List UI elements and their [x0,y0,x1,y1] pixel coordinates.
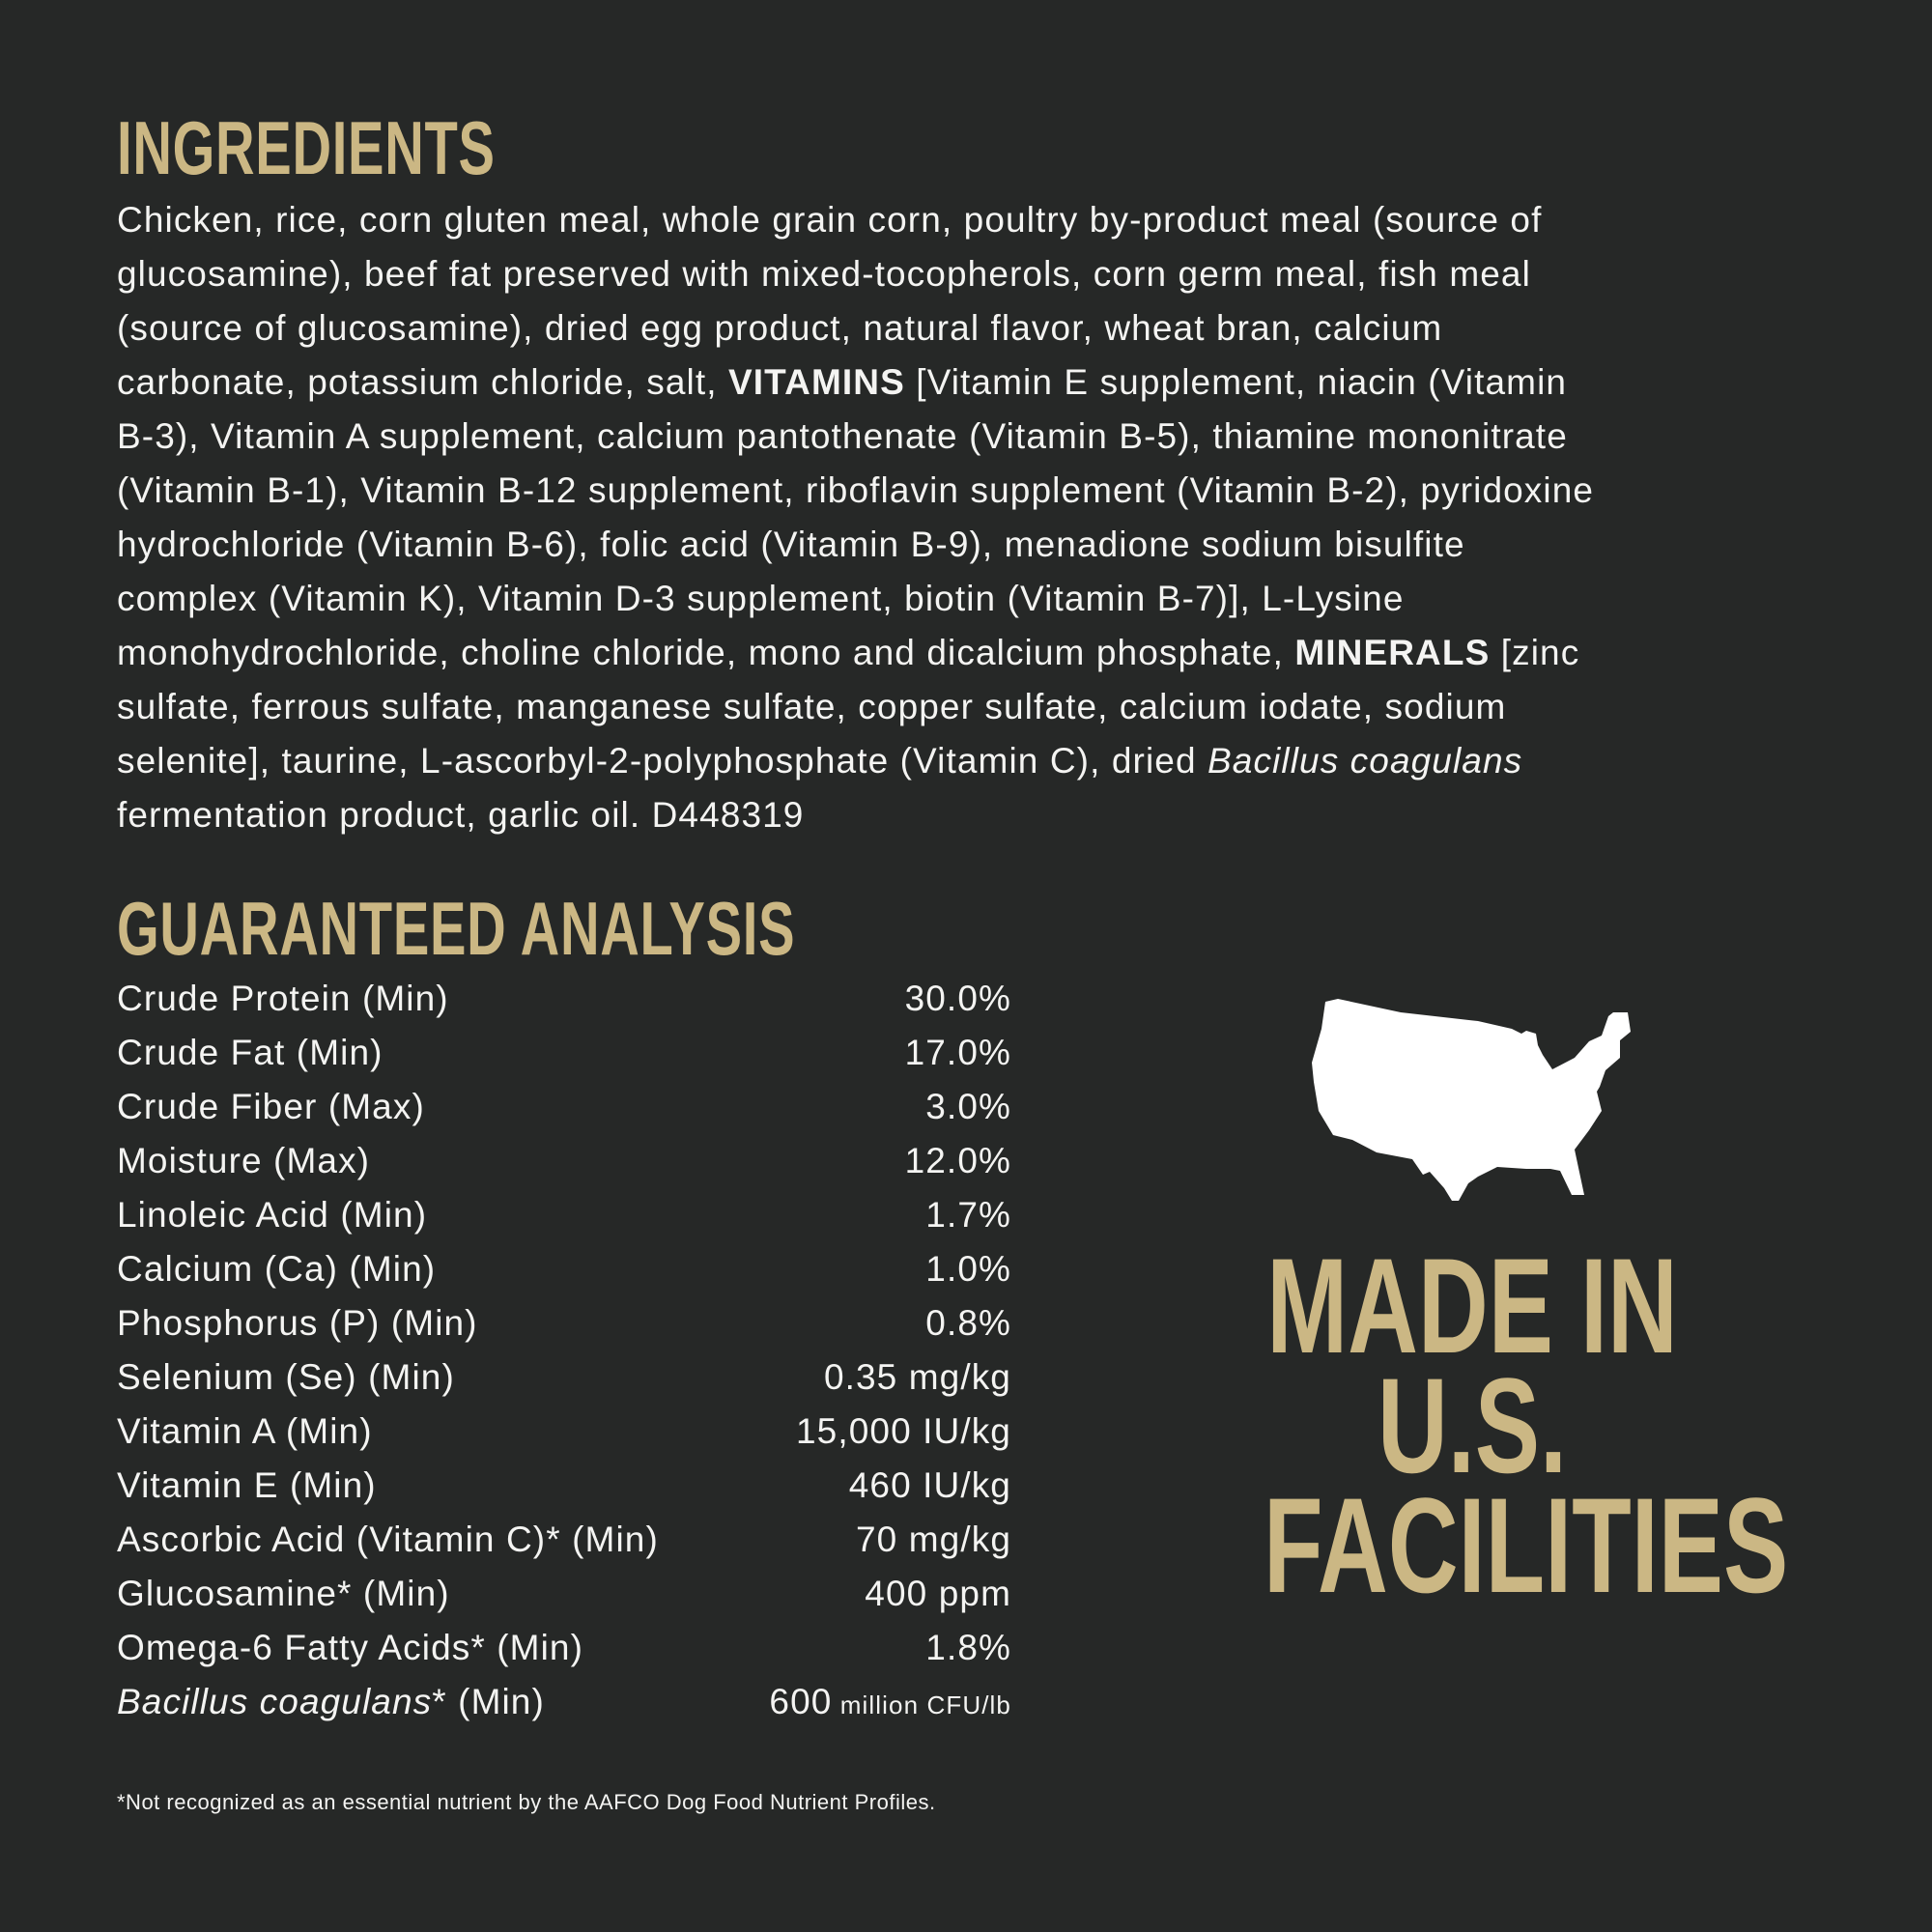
bold-term: VITAMINS [728,362,905,402]
nutrient-value: 1.7% [925,1195,1011,1235]
ingredients-line: fermentation product, garlic oil. D44831… [117,788,1856,842]
analysis-row: Ascorbic Acid (Vitamin C)* (Min) 70 mg/kg [117,1513,1011,1567]
ingredients-heading: INGREDIENTS [117,105,496,190]
analysis-row: Omega-6 Fatty Acids* (Min) 1.8% [117,1621,1011,1675]
ingredient-text: [Vitamin E supplement, niacin (Vitamin [904,362,1568,402]
italic-term: Bacillus coagulans [1208,741,1523,781]
ingredient-text: carbonate, potassium chloride, salt, [117,362,729,402]
bold-term: MINERALS [1294,633,1491,672]
nutrient-label: Phosphorus (P) (Min) [117,1303,478,1343]
ingredient-text: [zinc [1490,633,1580,672]
nutrient-value: 0.35 mg/kg [823,1357,1011,1397]
analysis-row: Vitamin A (Min) 15,000 IU/kg [117,1405,1011,1459]
nutrient-value: 0.8% [925,1303,1011,1343]
ingredients-text: Chicken, rice, corn gluten meal, whole g… [117,193,1856,842]
badge-line: MADE IN [1266,1230,1678,1381]
label-suffix: * (Min) [432,1682,545,1721]
nutrient-label: Glucosamine* (Min) [117,1574,450,1613]
analysis-row: Crude Fiber (Max) 3.0% [117,1080,1011,1134]
ingredient-text: (Vitamin B-1), Vitamin B-12 supplement, … [117,470,1595,510]
analysis-row: Calcium (Ca) (Min) 1.0% [117,1242,1011,1296]
usa-map-icon [1312,999,1631,1201]
nutrient-value: 600 million CFU/lb [769,1675,1011,1729]
nutrient-value: 1.0% [925,1249,1011,1289]
ingredients-line: Chicken, rice, corn gluten meal, whole g… [117,193,1856,247]
nutrient-label: Linoleic Acid (Min) [117,1195,428,1235]
ingredient-text: complex (Vitamin K), Vitamin D-3 supplem… [117,579,1405,618]
nutrient-label: Ascorbic Acid (Vitamin C)* (Min) [117,1520,659,1559]
nutrient-value: 12.0% [904,1141,1011,1180]
ingredients-line: selenite], taurine, L-ascorbyl-2-polypho… [117,734,1856,788]
analysis-row: Linoleic Acid (Min) 1.7% [117,1188,1011,1242]
nutrient-value: 17.0% [904,1033,1011,1072]
badge-line: FACILITIES [1264,1469,1789,1621]
analysis-row: Vitamin E (Min) 460 IU/kg [117,1459,1011,1513]
ingredients-line: complex (Vitamin K), Vitamin D-3 supplem… [117,572,1856,626]
nutrient-label: Moisture (Max) [117,1141,371,1180]
ingredient-text: Chicken, rice, corn gluten meal, whole g… [117,200,1543,240]
nutrient-label: Crude Fiber (Max) [117,1087,425,1126]
ingredients-line: B-3), Vitamin A supplement, calcium pant… [117,410,1856,464]
nutrient-label: Crude Fat (Min) [117,1033,384,1072]
nutrient-value: 1.8% [925,1628,1011,1667]
ingredient-text: sulfate, ferrous sulfate, manganese sulf… [117,687,1507,726]
footnote: *Not recognized as an essential nutrient… [117,1790,936,1814]
ingredients-line: monohydrochloride, choline chloride, mon… [117,626,1856,680]
nutrient-label: Selenium (Se) (Min) [117,1357,455,1397]
analysis-row: Bacillus coagulans* (Min) 600 million CFU… [117,1675,1011,1729]
analysis-table: Crude Protein (Min) 30.0% Crude Fat (Min) 1… [117,972,1011,1729]
nutrient-label: Calcium (Ca) (Min) [117,1249,437,1289]
ingredients-line: (Vitamin B-1), Vitamin B-12 supplement, … [117,464,1856,518]
guaranteed-analysis-heading: GUARANTEED ANALYSIS [117,886,796,971]
nutrient-value: 15,000 IU/kg [795,1411,1011,1451]
value-unit: million CFU/lb [832,1690,1011,1719]
ingredients-line: (source of glucosamine), dried egg produ… [117,301,1856,355]
ingredients-line: carbonate, potassium chloride, salt, VIT… [117,355,1856,410]
analysis-row: Glucosamine* (Min) 400 ppm [117,1567,1011,1621]
analysis-row: Crude Protein (Min) 30.0% [117,972,1011,1026]
nutrient-label: Vitamin A (Min) [117,1411,373,1451]
ingredient-text: B-3), Vitamin A supplement, calcium pant… [117,416,1568,456]
italic-term: Bacillus coagulans [117,1682,433,1721]
badge-line: U.S. [1377,1350,1568,1501]
nutrient-value: 30.0% [904,979,1011,1018]
nutrient-label: Crude Protein (Min) [117,979,449,1018]
ingredient-text: selenite], taurine, L-ascorbyl-2-polypho… [117,741,1208,781]
ingredient-text: fermentation product, garlic oil. D44831… [117,795,805,835]
ingredients-line: hydrochloride (Vitamin B-6), folic acid … [117,518,1856,572]
nutrient-value: 70 mg/kg [856,1520,1011,1559]
ingredients-line: glucosamine), beef fat preserved with mi… [117,247,1856,301]
analysis-row: Crude Fat (Min) 17.0% [117,1026,1011,1080]
ingredient-text: (source of glucosamine), dried egg produ… [117,308,1443,348]
nutrient-value: 460 IU/kg [848,1465,1011,1505]
analysis-row: Selenium (Se) (Min) 0.35 mg/kg [117,1350,1011,1405]
analysis-row: Moisture (Max) 12.0% [117,1134,1011,1188]
nutrient-label: Omega-6 Fatty Acids* (Min) [117,1628,584,1667]
nutrient-value: 3.0% [925,1087,1011,1126]
ingredient-text: monohydrochloride, choline chloride, mon… [117,633,1295,672]
nutrient-value: 400 ppm [865,1574,1011,1613]
nutrient-label: Vitamin E (Min) [117,1465,377,1505]
value-number: 600 [769,1682,833,1721]
ingredient-text: glucosamine), beef fat preserved with mi… [117,254,1531,294]
ingredient-text: hydrochloride (Vitamin B-6), folic acid … [117,525,1465,564]
made-in-us-badge: MADE IN U.S. FACILITIES [1182,1230,1789,1621]
nutrient-label: Bacillus coagulans* (Min) [117,1675,545,1729]
ingredients-line: sulfate, ferrous sulfate, manganese sulf… [117,680,1856,734]
analysis-row: Phosphorus (P) (Min) 0.8% [117,1296,1011,1350]
